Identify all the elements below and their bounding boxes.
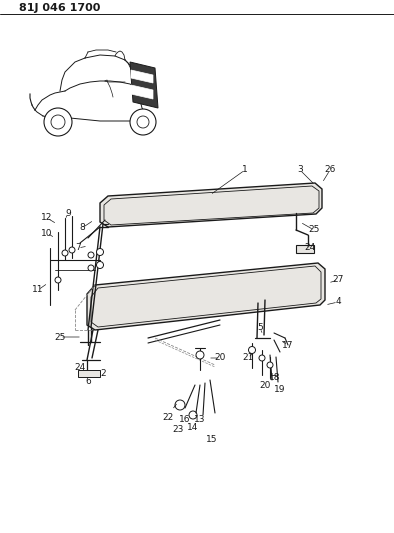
- Text: 20: 20: [214, 353, 226, 362]
- Text: 19: 19: [274, 385, 286, 394]
- Circle shape: [88, 252, 94, 258]
- Text: 3: 3: [297, 166, 303, 174]
- Polygon shape: [87, 263, 325, 330]
- Bar: [296, 245, 314, 253]
- Text: 26: 26: [324, 166, 336, 174]
- Text: 6: 6: [85, 377, 91, 386]
- Circle shape: [97, 262, 104, 269]
- Circle shape: [130, 109, 156, 135]
- Text: 8: 8: [79, 223, 85, 232]
- Text: 24: 24: [74, 362, 85, 372]
- Text: 18: 18: [269, 374, 281, 383]
- Text: 24: 24: [305, 244, 316, 253]
- Text: 11: 11: [32, 286, 44, 295]
- Text: 21: 21: [242, 353, 254, 362]
- Circle shape: [267, 362, 273, 368]
- Text: 4: 4: [335, 297, 341, 306]
- Circle shape: [44, 108, 72, 136]
- Text: 2: 2: [100, 368, 106, 377]
- Text: 5: 5: [257, 324, 263, 333]
- Polygon shape: [131, 85, 153, 99]
- Text: 7: 7: [75, 244, 81, 253]
- Polygon shape: [130, 62, 158, 108]
- Text: 20: 20: [259, 381, 271, 390]
- Text: 17: 17: [282, 341, 294, 350]
- Text: 25: 25: [309, 225, 320, 235]
- Text: 27: 27: [332, 276, 344, 285]
- Circle shape: [196, 351, 204, 359]
- Text: 23: 23: [172, 425, 184, 434]
- Text: 12: 12: [41, 214, 53, 222]
- Circle shape: [55, 277, 61, 283]
- Text: 9: 9: [65, 208, 71, 217]
- Text: 22: 22: [162, 414, 174, 423]
- Text: 1: 1: [242, 166, 248, 174]
- Polygon shape: [131, 70, 153, 83]
- Circle shape: [137, 116, 149, 128]
- Text: 14: 14: [187, 424, 199, 432]
- Text: 13: 13: [194, 416, 206, 424]
- Circle shape: [69, 247, 75, 253]
- Circle shape: [249, 346, 255, 353]
- Text: 81J 046 1700: 81J 046 1700: [19, 3, 101, 13]
- Bar: [78, 370, 100, 377]
- Circle shape: [88, 265, 94, 271]
- Polygon shape: [100, 183, 322, 227]
- Text: 16: 16: [179, 416, 191, 424]
- Text: 15: 15: [206, 435, 218, 445]
- Text: 10: 10: [41, 229, 53, 238]
- Circle shape: [259, 355, 265, 361]
- Circle shape: [62, 250, 68, 256]
- Text: 25: 25: [54, 333, 66, 342]
- Circle shape: [51, 115, 65, 129]
- Circle shape: [97, 248, 104, 255]
